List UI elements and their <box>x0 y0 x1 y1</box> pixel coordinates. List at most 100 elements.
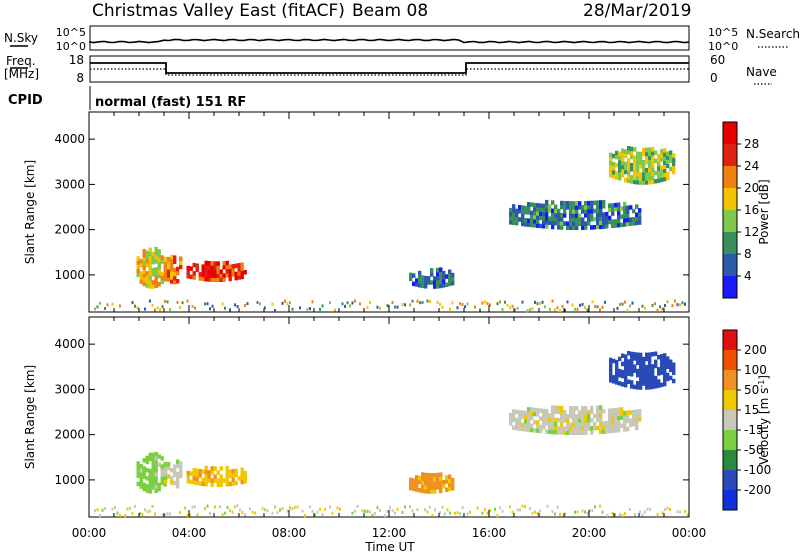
echo-cell <box>542 412 546 418</box>
echo-cell <box>346 301 349 305</box>
echo-cell <box>515 425 519 431</box>
velocity-colorbar-tick: -15 <box>744 423 764 437</box>
echo-cell <box>515 417 519 423</box>
echo-cell <box>433 481 437 486</box>
echo-cell <box>566 418 570 423</box>
echo-cell <box>243 475 247 480</box>
echo-cell <box>464 305 466 309</box>
velocity-label-end: ] <box>757 375 771 380</box>
echo-cell <box>424 284 428 289</box>
echo-cell <box>642 168 646 173</box>
echo-cell <box>157 261 161 266</box>
echo-cell <box>608 412 612 418</box>
echo-cell <box>620 423 624 428</box>
echo-cell <box>584 221 588 226</box>
echo-cell <box>148 268 152 273</box>
echo-cell <box>660 153 664 158</box>
echo-cell <box>626 205 630 210</box>
echo-cell <box>264 508 266 512</box>
echo-cell <box>551 208 555 213</box>
echo-cell <box>104 307 106 310</box>
echo-cell <box>225 260 229 266</box>
echo-cell <box>599 409 603 414</box>
echo-cell <box>639 381 643 386</box>
echo-cell <box>569 201 573 206</box>
echo-cell <box>512 417 516 422</box>
noise-right-tick-low: 10^0 <box>708 40 738 53</box>
echo-cell <box>225 264 229 270</box>
echo-cell <box>654 158 658 164</box>
echo-cell <box>627 379 631 384</box>
echo-cell <box>136 260 140 265</box>
echo-cell <box>615 154 619 160</box>
echo-cell <box>354 299 356 303</box>
echo-cell <box>621 160 625 166</box>
echo-cell <box>524 209 528 215</box>
echo-cell <box>521 213 525 219</box>
echo-cell <box>384 514 386 518</box>
echo-cell <box>436 300 439 304</box>
echo-cell <box>536 428 540 433</box>
echo-cell <box>148 477 152 482</box>
echo-cell <box>642 147 646 153</box>
echo-cell <box>433 477 437 482</box>
echo-cell <box>578 422 582 427</box>
echo-cell <box>619 513 621 517</box>
echo-cell <box>578 221 582 226</box>
echo-cell <box>657 367 661 372</box>
echo-cell <box>623 214 627 219</box>
echo-cell <box>524 418 528 424</box>
echo-cell <box>666 372 670 378</box>
echo-cell <box>512 409 516 414</box>
echo-cell <box>101 508 104 512</box>
echo-cell <box>366 306 369 310</box>
echo-cell <box>639 356 643 362</box>
echo-cell <box>627 174 631 179</box>
echo-cell <box>237 267 241 272</box>
echo-cell <box>291 307 294 311</box>
echo-cell <box>654 384 658 389</box>
echo-cell <box>572 221 576 226</box>
echo-cell <box>645 385 649 390</box>
echo-cell <box>148 272 152 277</box>
echo-cell <box>166 300 169 304</box>
echo-cell <box>615 359 619 365</box>
echo-cell <box>136 306 139 310</box>
echo-cell <box>243 479 247 484</box>
echo-cell <box>151 255 155 261</box>
freq-tick-high: 18 <box>69 53 84 67</box>
echo-cell <box>605 425 609 430</box>
echo-cell <box>240 266 244 271</box>
echo-cell <box>636 171 640 177</box>
echo-cell <box>228 469 232 474</box>
echo-cell <box>204 268 208 274</box>
echo-cell <box>612 375 616 380</box>
nave-label: Nave <box>746 65 777 79</box>
echo-cell <box>584 306 586 309</box>
echo-cell <box>648 147 652 152</box>
echo-cell <box>139 476 143 481</box>
echo-cell <box>630 167 634 172</box>
echo-cell <box>593 216 597 222</box>
echo-cell <box>542 425 546 430</box>
echo-cell <box>569 213 573 218</box>
echo-cell <box>445 282 449 287</box>
echo-cell <box>445 487 449 492</box>
echo-cell <box>551 224 555 230</box>
echo-cell <box>231 473 235 478</box>
echo-cell <box>533 219 537 224</box>
echo-cell <box>524 427 528 432</box>
echo-cell <box>439 271 443 276</box>
echo-cell <box>669 158 673 163</box>
echo-cell <box>529 507 531 511</box>
echo-cell <box>173 275 177 281</box>
echo-cell <box>563 418 567 423</box>
echo-cell <box>521 300 524 304</box>
echo-cell <box>648 380 652 386</box>
echo-cell <box>201 477 205 483</box>
echo-cell <box>436 476 440 482</box>
echo-cell <box>539 301 541 305</box>
echo-cell <box>534 510 536 514</box>
echo-cell <box>204 277 208 282</box>
echo-cell <box>521 205 525 210</box>
